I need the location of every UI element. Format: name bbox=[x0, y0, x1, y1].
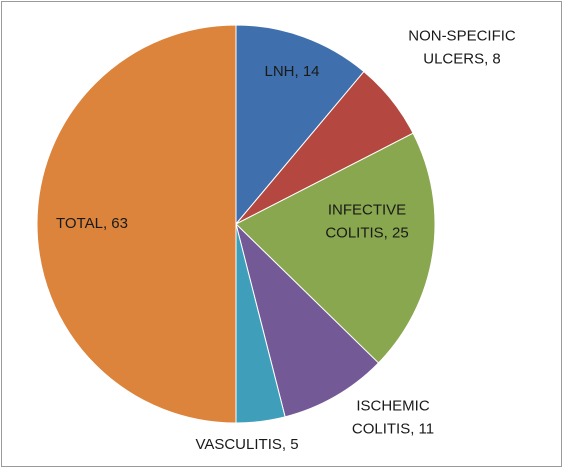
slice-label: INFECTIVE bbox=[328, 201, 406, 218]
pie-slice bbox=[235, 24, 365, 226]
pie-slice bbox=[235, 132, 436, 364]
slice-label: TOTAL, 63 bbox=[56, 215, 128, 232]
slice-label: COLITIS, 25 bbox=[325, 224, 408, 241]
pie-slice bbox=[235, 222, 380, 418]
pie-slice bbox=[36, 24, 237, 424]
slice-label: NON-SPECIFIC bbox=[408, 27, 516, 44]
slice-label: ISCHEMIC bbox=[356, 397, 430, 414]
slice-label: COLITIS, 11 bbox=[352, 420, 434, 437]
slice-label: VASCULITIS, 5 bbox=[195, 436, 298, 453]
slice-label: LNH, 14 bbox=[264, 63, 319, 80]
slice-label: ULCERS, 8 bbox=[423, 50, 501, 67]
